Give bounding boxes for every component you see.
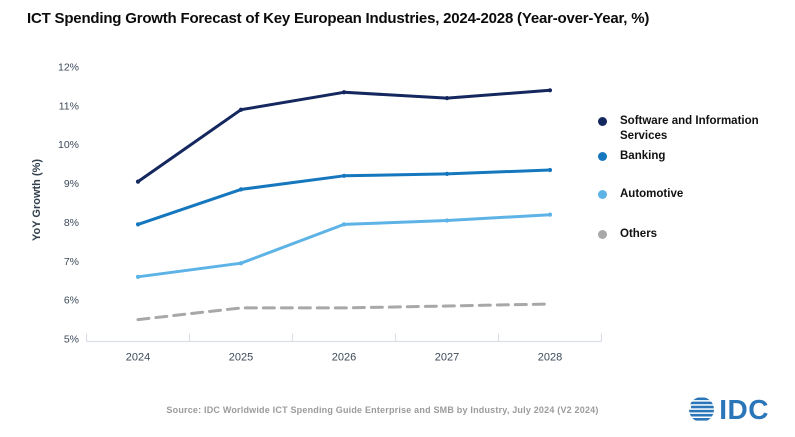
legend-dot-banking bbox=[598, 152, 607, 161]
data-point-banking-2027 bbox=[444, 171, 450, 176]
data-point-software-and-information-services-2028 bbox=[547, 88, 553, 93]
y-tick-label: 9% bbox=[64, 178, 79, 190]
y-tick-label: 6% bbox=[64, 295, 79, 307]
legend-dot-others bbox=[598, 230, 607, 239]
data-point-automotive-2028 bbox=[547, 212, 553, 217]
data-point-software-and-information-services-2024 bbox=[135, 179, 141, 184]
data-point-banking-2026 bbox=[341, 173, 347, 178]
legend-item-software-and-information-services: Software and Information Services bbox=[598, 114, 773, 144]
source-note: Source: IDC Worldwide ICT Spending Guide… bbox=[166, 405, 599, 415]
x-tick-label-2027: 2027 bbox=[435, 352, 459, 364]
data-point-software-and-information-services-2026 bbox=[341, 90, 347, 95]
idc-globe-icon bbox=[689, 397, 715, 421]
y-tick-label: 11% bbox=[59, 100, 79, 112]
legend-dot-automotive bbox=[598, 190, 607, 199]
series-line-others bbox=[136, 302, 552, 322]
chart-legend: Software and Information Services Banking… bbox=[598, 114, 773, 242]
idc-logo-text: IDC bbox=[719, 393, 769, 425]
y-tick-label: 7% bbox=[64, 256, 79, 268]
legend-dot-software-and-information-services bbox=[598, 117, 607, 126]
x-tick-label-2025: 2025 bbox=[229, 352, 253, 364]
data-point-banking-2028 bbox=[547, 167, 553, 173]
data-point-software-and-information-services-2027 bbox=[444, 95, 450, 101]
legend-item-automotive: Automotive bbox=[598, 187, 773, 202]
chart-title: ICT Spending Growth Forecast of Key Euro… bbox=[27, 10, 650, 27]
legend-item-banking: Banking bbox=[598, 149, 773, 164]
data-point-automotive-2025 bbox=[238, 261, 244, 266]
data-point-automotive-2027 bbox=[444, 218, 450, 223]
y-tick-label: 5% bbox=[64, 334, 79, 346]
y-tick-label: 12% bbox=[58, 62, 79, 74]
series-line-software-and-information-services bbox=[136, 88, 552, 184]
y-tick-label: 8% bbox=[64, 217, 79, 229]
x-tick-label-2024: 2024 bbox=[126, 352, 150, 364]
x-tick-label-2028: 2028 bbox=[538, 352, 562, 364]
legend-label: Banking bbox=[620, 150, 666, 162]
data-point-banking-2025 bbox=[238, 187, 244, 192]
data-point-automotive-2026 bbox=[341, 222, 347, 227]
legend-label: Others bbox=[620, 228, 658, 240]
data-point-banking-2024 bbox=[135, 222, 141, 227]
legend-item-others: Others bbox=[598, 227, 773, 242]
legend-label: Automotive bbox=[620, 188, 684, 200]
series-line-banking bbox=[136, 168, 552, 226]
data-point-software-and-information-services-2025 bbox=[238, 107, 244, 112]
x-tick-label-2026: 2026 bbox=[332, 352, 356, 364]
legend-label: Software and Information Services bbox=[620, 115, 759, 142]
idc-logo: IDC bbox=[688, 393, 769, 425]
data-point-automotive-2024 bbox=[135, 274, 141, 279]
y-tick-label: 10% bbox=[58, 139, 79, 151]
